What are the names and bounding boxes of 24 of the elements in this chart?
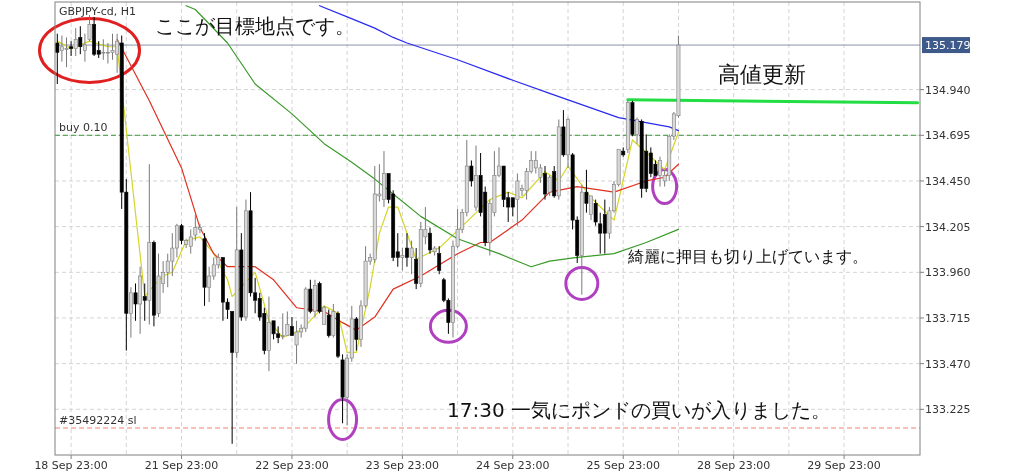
y-tick-label: 133.470 [925,357,971,371]
y-tick-label: 133.960 [925,266,971,280]
y-tick-label: 133.715 [925,311,971,325]
x-tick-label: 24 Sep 23:00 [476,459,550,472]
x-tick-label: 28 Sep 23:00 [696,459,771,472]
y-tick-label: 134.450 [925,174,971,188]
y-tick-label: 134.205 [925,220,971,234]
ref-line-label: #35492224 sl [59,413,137,427]
annotation: ここが目標地点です。 [155,14,355,38]
x-tick-label: 21 Sep 23:00 [144,459,219,472]
x-tick-label: 22 Sep 23:00 [255,459,329,472]
price-label: 135.179 [922,37,971,54]
annotation: 高値更新 [718,62,806,87]
y-tick-label: 134.695 [925,129,971,143]
chart-title: GBPJPY-cd, H1 [59,5,137,18]
y-tick-label: 134.940 [925,83,971,97]
ref-line-label: buy 0.10 [59,121,108,135]
y-tick-label: 133.225 [925,403,971,417]
x-tick-label: 29 Sep 23:00 [807,459,881,472]
x-tick-label: 25 Sep 23:00 [586,459,660,472]
annotation: 綺麗に押目も切り上げています。 [627,247,868,266]
annotation: 17:30 一気にポンドの買いが入りました。 [447,398,831,422]
x-tick-label: 18 Sep 23:00 [34,459,108,472]
x-tick-label: 23 Sep 23:00 [365,459,440,472]
